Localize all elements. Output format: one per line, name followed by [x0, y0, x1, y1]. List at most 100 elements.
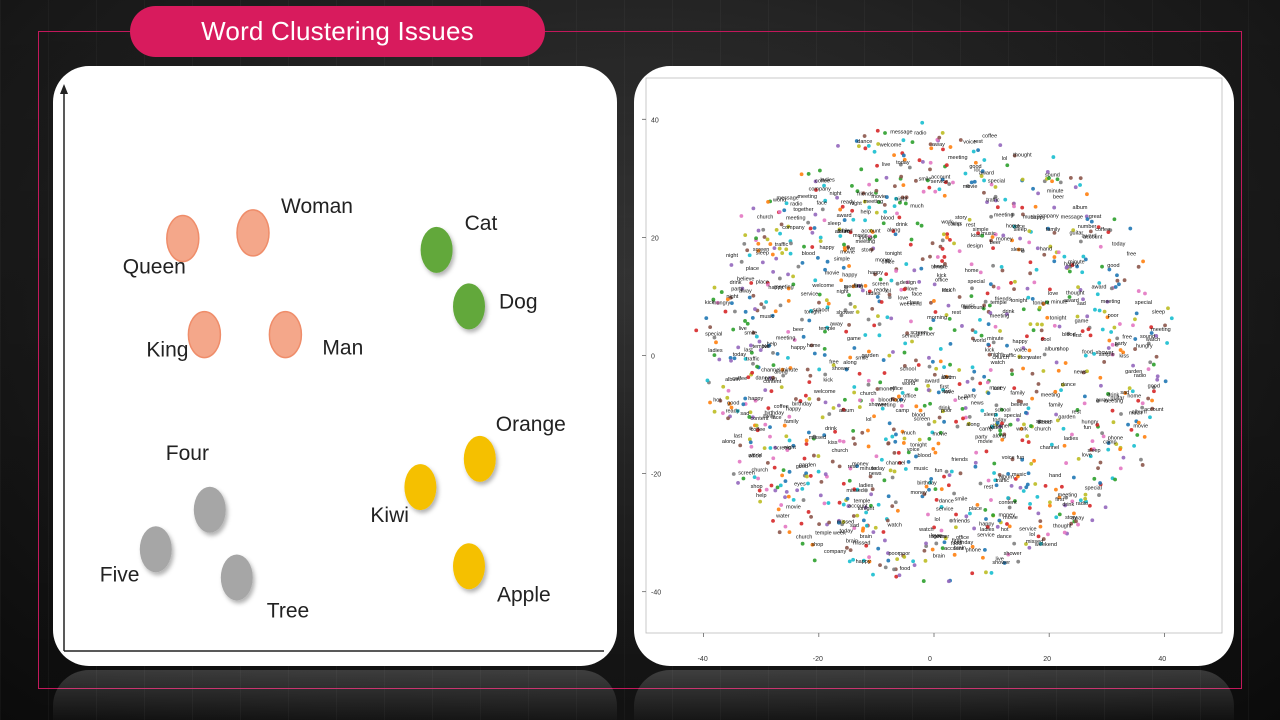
tsne-point: [903, 201, 908, 206]
tsne-point: [963, 415, 968, 420]
tsne-word-label: class: [907, 300, 920, 306]
tsne-point: [1015, 474, 1020, 479]
tsne-word-label: hand: [1049, 473, 1061, 479]
tsne-word-label: much: [1129, 410, 1142, 416]
tsne-point: [1098, 244, 1103, 249]
tsne-point: [851, 436, 856, 441]
tsne-point: [712, 353, 717, 358]
tsne-point: [999, 407, 1004, 412]
tsne-point: [841, 439, 846, 444]
tsne-word-label: game: [847, 336, 861, 342]
tsne-point: [899, 174, 904, 179]
tsne-point: [874, 454, 879, 459]
tsne-point: [860, 288, 865, 293]
tsne-word-label: traffic: [986, 198, 1000, 204]
tsne-point: [1033, 482, 1038, 486]
tsne-point: [948, 341, 953, 346]
tsne-point: [992, 471, 996, 475]
tsne-word-label: love: [898, 296, 908, 302]
tsne-point: [1154, 354, 1159, 359]
tsne-point: [969, 180, 974, 185]
tsne-point: [1110, 342, 1115, 347]
tsne-point: [743, 396, 748, 401]
tsne-point: [843, 308, 848, 313]
tsne-point: [1126, 422, 1130, 427]
tsne-point: [980, 169, 985, 174]
cluster-label-woman: Woman: [281, 195, 353, 218]
panel-reflection-left: [53, 670, 617, 720]
tsne-word-label: happy: [1012, 339, 1027, 345]
tsne-word-label: office: [903, 394, 916, 400]
tsne-point: [889, 316, 894, 321]
tsne-word-label: story: [861, 248, 873, 254]
tsne-point: [823, 198, 828, 203]
tsne-point: [822, 346, 827, 351]
tsne-word-label: money: [996, 237, 1013, 243]
tsne-word-label: minute: [1051, 299, 1068, 305]
tsne-point: [921, 579, 926, 583]
tsne-point: [957, 382, 962, 386]
tsne-word-label: water: [775, 513, 790, 519]
tsne-point: [786, 329, 791, 334]
tsne-word-label: meeting: [844, 284, 864, 290]
tsne-word-label: hungry: [713, 300, 730, 306]
tsne-word-label: hand: [1040, 246, 1052, 252]
tsne-point: [932, 299, 936, 303]
tsne-word-label: water: [1027, 355, 1042, 361]
tsne-word-label: guitar: [1111, 396, 1125, 402]
tsne-point: [886, 441, 891, 446]
tsne-point: [711, 297, 716, 302]
tsne-point: [1034, 389, 1039, 394]
tsne-point: [960, 407, 965, 411]
tsne-word-label: message: [1061, 215, 1083, 221]
tsne-point: [927, 487, 931, 492]
tsne-point: [902, 350, 907, 355]
tsne-point: [756, 248, 761, 253]
tsne-word-label: number: [916, 332, 935, 338]
tsne-point: [1000, 437, 1005, 442]
tsne-point: [986, 322, 991, 327]
tsne-word-label: music: [1012, 472, 1027, 478]
tsne-point: [941, 387, 945, 392]
tsne-point: [874, 188, 879, 193]
tsne-point: [1140, 463, 1145, 467]
tsne-word-label: coffee: [1095, 227, 1110, 233]
tsne-point: [902, 157, 907, 162]
tsne-word-label: today: [733, 352, 747, 358]
tsne-word-label: face: [912, 291, 922, 297]
tsne-word-label: movie: [840, 249, 855, 255]
tsne-point: [942, 419, 946, 424]
tsne-point: [1155, 377, 1160, 382]
tsne-point: [1115, 336, 1120, 341]
tsne-point: [876, 142, 881, 146]
tsne-word-label: news: [869, 471, 882, 477]
tsne-point: [764, 487, 769, 492]
tsne-word-label: office: [956, 535, 969, 541]
tsne-point: [1082, 401, 1087, 406]
tsne-point: [881, 221, 886, 226]
tsne-point: [869, 492, 874, 497]
tsne-word-label: much: [942, 288, 955, 294]
tsne-point: [822, 501, 827, 506]
tsne-point: [883, 538, 887, 543]
tsne-point: [925, 178, 930, 183]
tsne-point: [768, 434, 772, 439]
tsne-point: [823, 400, 828, 405]
tsne-point: [729, 301, 734, 306]
tsne-point: [1000, 421, 1004, 426]
tsne-point: [1107, 338, 1112, 343]
tsne-point: [982, 178, 986, 183]
tsne-point: [1071, 475, 1076, 480]
tsne-point: [770, 313, 775, 318]
tsne-point: [1092, 476, 1097, 481]
tsne-point: [998, 329, 1002, 333]
tsne-point: [777, 210, 782, 214]
tsne-point: [1045, 315, 1050, 320]
tsne-point: [1106, 392, 1110, 396]
tsne-point: [1030, 297, 1035, 301]
tsne-point: [1095, 423, 1100, 427]
tsne-word-label: together: [929, 534, 949, 540]
tsne-word-label: album: [839, 408, 854, 414]
tsne-point: [998, 432, 1003, 437]
tsne-point: [786, 272, 790, 277]
